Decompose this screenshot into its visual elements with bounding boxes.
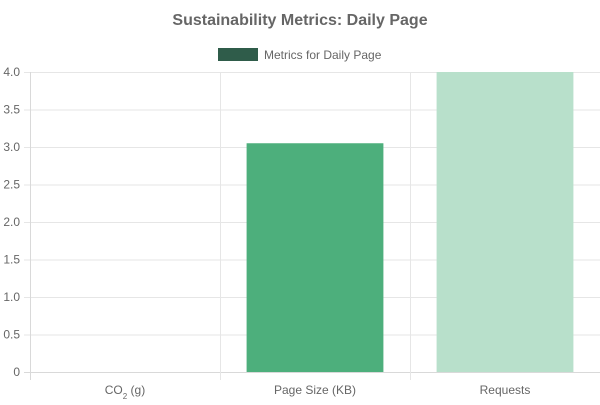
chart-title: Sustainability Metrics: Daily Page xyxy=(172,12,427,29)
y-axis-ticks: 0 0.5 1.0 1.5 2.0 2.5 3.0 3.5 4.0 xyxy=(3,65,20,379)
y-tick-label: 3.5 xyxy=(3,103,20,117)
y-tick-label: 0.5 xyxy=(3,328,20,342)
bar[interactable] xyxy=(436,72,574,372)
y-tick-label: 1.5 xyxy=(3,253,20,267)
bar[interactable] xyxy=(246,143,384,372)
legend-label: Metrics for Daily Page xyxy=(264,48,382,62)
x-tick-label: CO2 (g) xyxy=(105,383,145,400)
y-tick-label: 4.0 xyxy=(3,65,20,79)
y-tick-label: 0 xyxy=(13,365,20,379)
y-tick-label: 1.0 xyxy=(3,290,20,304)
legend-swatch xyxy=(218,48,258,61)
y-tick-label: 2.0 xyxy=(3,215,20,229)
legend[interactable]: Metrics for Daily Page xyxy=(218,48,382,62)
y-tick-label: 3.0 xyxy=(3,140,20,154)
x-tick-label: Requests xyxy=(480,383,531,397)
x-axis-ticks: CO2 (g) Page Size (KB) Requests xyxy=(105,383,531,401)
bars xyxy=(246,72,574,372)
y-tick-label: 2.5 xyxy=(3,178,20,192)
x-tick-label: Page Size (KB) xyxy=(274,383,356,397)
